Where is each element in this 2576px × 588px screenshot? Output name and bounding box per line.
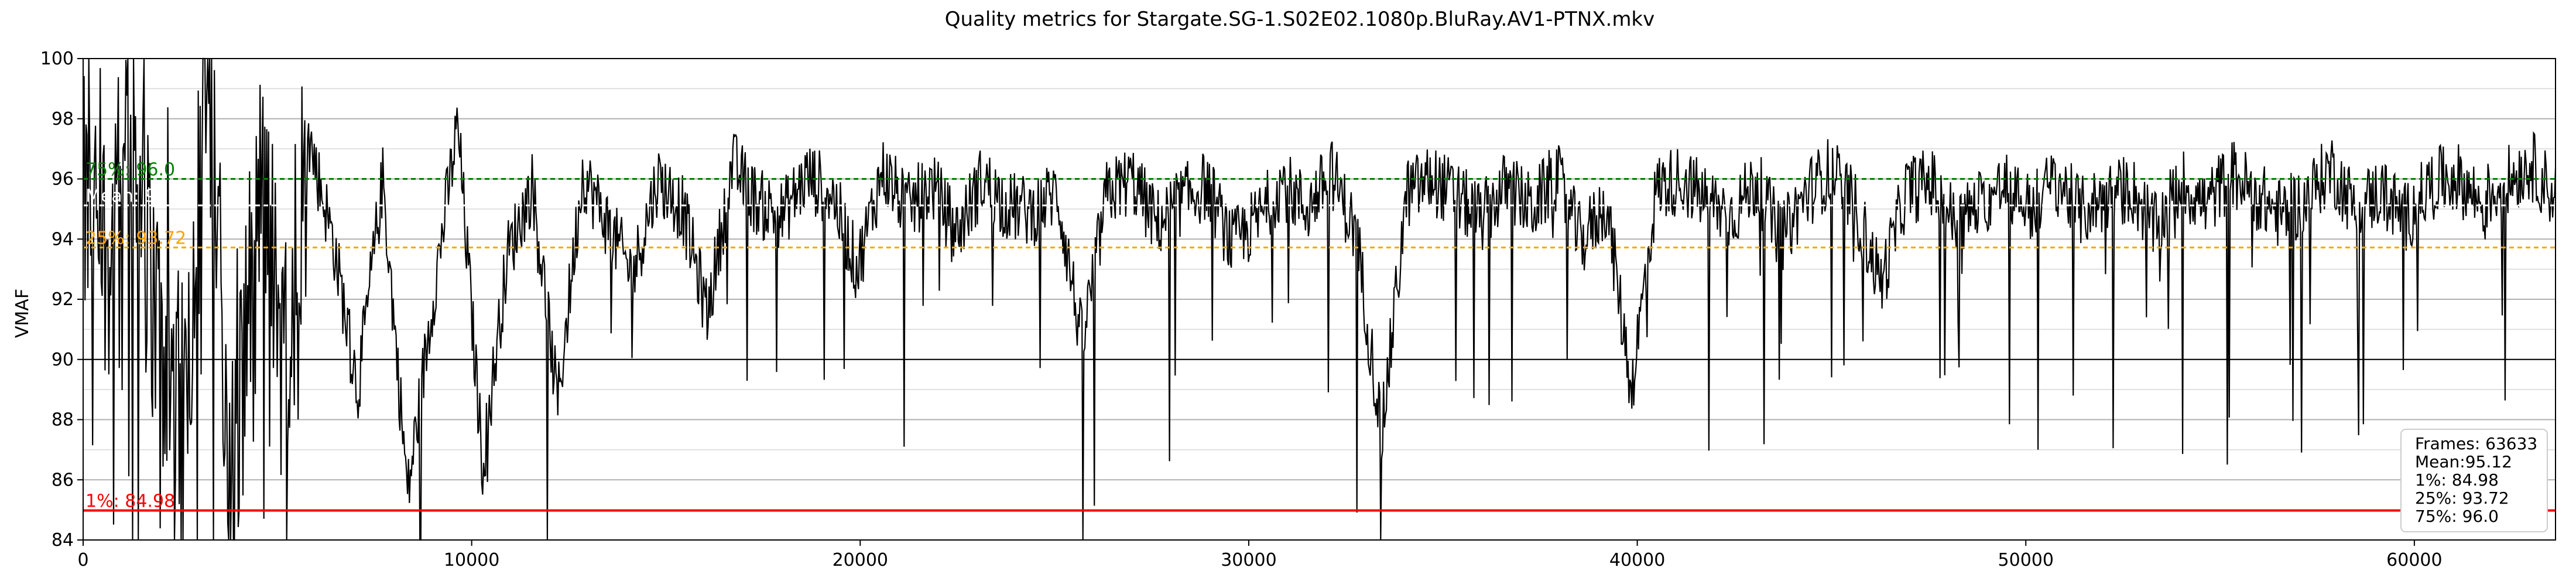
- series-vmaf: [82, 57, 2557, 541]
- y-tick-label: 92: [52, 289, 74, 310]
- series-line-vmaf: [82, 57, 2557, 541]
- y-tick-label: 88: [52, 410, 74, 430]
- x-tick-label: 20000: [833, 550, 888, 570]
- axis-ticks: 0 10000 20000 30000 40000 50000 60000 84 86 88 90 9…: [40, 49, 2443, 570]
- y-tick-label: 96: [52, 169, 74, 190]
- stats-box-line: 75%: 96.0: [2415, 507, 2499, 526]
- y-axis-label: VMAF: [12, 289, 33, 338]
- x-tick-label: 60000: [2386, 550, 2442, 570]
- stats-box-line: Mean:95.12: [2415, 452, 2512, 471]
- chart-title: Quality metrics for Stargate.SG-1.S02E02…: [945, 8, 1655, 31]
- reference-label-1: Mean: 95.12: [85, 186, 195, 207]
- y-tick-label: 86: [52, 470, 74, 490]
- x-tick-label: 0: [77, 550, 88, 570]
- y-tick-label: 100: [40, 49, 74, 69]
- y-tick-label: 94: [52, 229, 74, 249]
- reference-label-2: 25%: 93.72: [85, 228, 186, 249]
- stats-box-line: 1%: 84.98: [2415, 470, 2499, 490]
- stats-box-line: Frames: 63633: [2415, 434, 2537, 453]
- reference-label-0: 75%: 96.0: [85, 160, 175, 180]
- y-tick-label: 84: [52, 530, 74, 551]
- stats-box-line: 25%: 93.72: [2415, 488, 2509, 508]
- y-tick-label: 90: [52, 350, 74, 370]
- x-tick-label: 30000: [1221, 550, 1276, 570]
- x-tick-label: 10000: [444, 550, 499, 570]
- x-tick-label: 50000: [1998, 550, 2054, 570]
- grid-lines: [83, 58, 2556, 541]
- y-tick-label: 98: [52, 109, 74, 129]
- stats-box-frame: [2400, 429, 2548, 532]
- reference-label-3: 1%: 84.98: [85, 491, 175, 512]
- x-tick-label: 40000: [1609, 550, 1665, 570]
